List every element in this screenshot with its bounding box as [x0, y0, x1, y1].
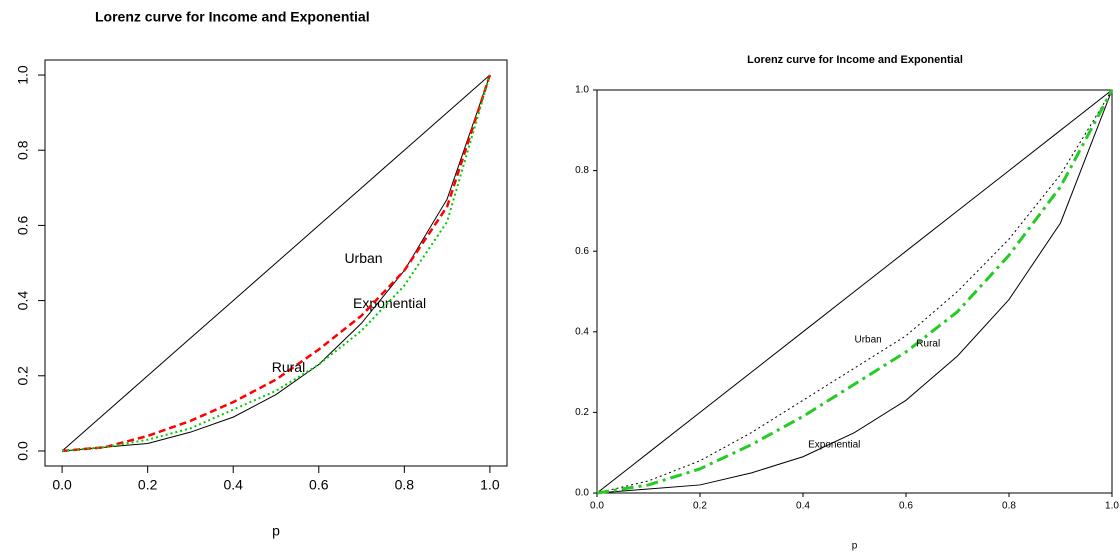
x-tick-label: 0.4 — [796, 501, 810, 512]
curve-label: Exponential — [808, 439, 860, 450]
curve-label: Rural — [916, 339, 940, 350]
series-line — [596, 89, 1113, 494]
x-tick-label: 0.0 — [52, 476, 72, 492]
plot-frame — [44, 59, 508, 467]
x-tick-label: 0.6 — [899, 501, 913, 512]
series-line — [62, 74, 491, 452]
curve-label: Exponential — [353, 295, 426, 311]
x-tick-label: 0.8 — [1002, 501, 1016, 512]
series-line — [61, 74, 491, 452]
x-tick-label: 1.0 — [480, 476, 500, 492]
x-tick-label: 0.0 — [590, 501, 604, 512]
y-tick-label: 0.8 — [15, 140, 31, 160]
x-tick-label: 0.8 — [395, 476, 415, 492]
y-tick-label: 0.2 — [575, 407, 589, 418]
y-tick-label: 1.0 — [575, 85, 589, 96]
series-line — [62, 74, 491, 452]
y-tick-label: 1.0 — [15, 65, 31, 85]
x-tick-label: 0.2 — [693, 501, 707, 512]
chart-title: Lorenz curve for Income and Exponential — [95, 9, 370, 25]
chart-title: Lorenz curve for Income and Exponential — [747, 54, 963, 66]
x-tick-label: 0.6 — [309, 476, 329, 492]
x-axis-label: p — [272, 523, 280, 539]
y-tick-label: 0.4 — [575, 326, 589, 337]
curve-label: Urban — [344, 250, 382, 266]
curve-label: Rural — [272, 359, 305, 375]
series-line — [596, 89, 1113, 494]
y-tick-label: 0.6 — [575, 246, 589, 257]
y-tick-label: 0.6 — [15, 215, 31, 235]
series-line — [596, 89, 1114, 495]
y-tick-label: 0.4 — [15, 291, 31, 311]
y-tick-label: 0.0 — [15, 441, 31, 461]
series-line — [62, 74, 492, 453]
y-tick-label: 0.2 — [15, 366, 31, 386]
curve-label: Urban — [855, 335, 882, 346]
y-tick-label: 0.8 — [575, 165, 589, 176]
x-axis-label: p — [852, 541, 858, 552]
x-tick-label: 0.4 — [223, 476, 243, 492]
x-tick-label: 1.0 — [1105, 501, 1119, 512]
y-tick-label: 0.0 — [575, 488, 589, 499]
x-tick-label: 0.2 — [138, 476, 158, 492]
plot-frame — [596, 89, 1113, 494]
